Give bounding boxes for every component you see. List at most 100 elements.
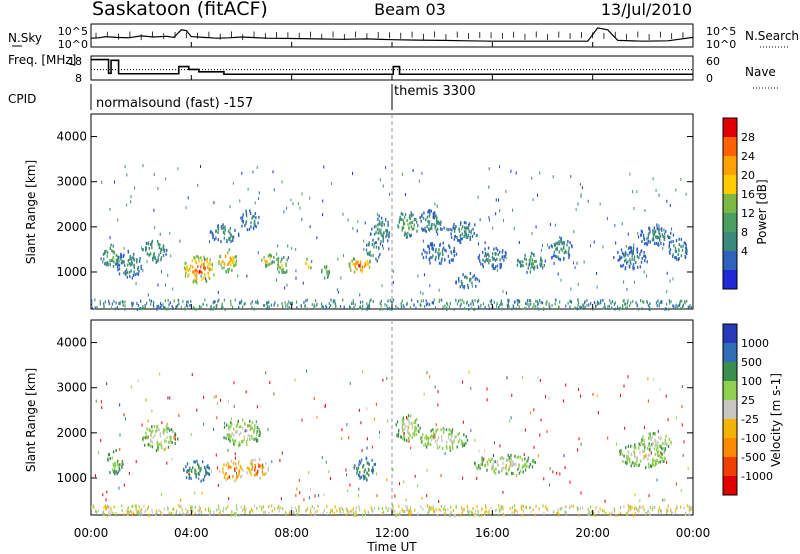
power-scatter-cell: [492, 226, 494, 230]
velocity-cell: [649, 435, 651, 439]
velocity-cell: [647, 458, 649, 462]
power-cell: [209, 262, 211, 266]
power-cell: [567, 239, 569, 243]
power-cell: [680, 244, 682, 248]
power-cell: [629, 258, 631, 262]
velocity-ground-cell: [588, 512, 590, 516]
power-cell: [421, 214, 423, 218]
velocity-scatter-cell: [607, 436, 609, 440]
velocity-ground-cell: [104, 504, 107, 508]
power-cell: [434, 226, 436, 230]
power-cell: [222, 260, 224, 264]
power-cell: [375, 231, 377, 235]
velocity-cell: [225, 423, 228, 427]
power-cell: [403, 215, 406, 219]
velocity-ground-cell: [191, 512, 193, 516]
power-cell: [653, 242, 656, 246]
velocity-ground-cell: [627, 509, 629, 513]
velocity-cell: [365, 457, 368, 461]
velocity-cell: [488, 458, 490, 462]
power-cell: [122, 254, 124, 258]
velocity-ground-cell: [521, 513, 523, 517]
velocity-scatter-cell: [161, 493, 163, 497]
power-cell: [628, 251, 631, 255]
velocity-ground-cell: [106, 506, 108, 510]
power-cell: [433, 223, 435, 227]
velocity-colorbar-tick: 25: [741, 394, 755, 407]
power-ground-cell: [118, 302, 120, 306]
power-cell: [478, 279, 481, 283]
velocity-cell: [192, 466, 194, 470]
velocity-cell: [427, 439, 430, 443]
power-ground-cell: [314, 299, 317, 303]
power-ground-cell: [388, 306, 390, 310]
velocity-scatter-cell: [392, 468, 394, 472]
velocity-cell: [230, 459, 233, 463]
power-cell: [151, 246, 153, 250]
velocity-cell: [374, 462, 376, 466]
power-cell: [450, 235, 453, 239]
velocity-cell: [465, 441, 468, 445]
velocity-ground-cell: [330, 508, 332, 512]
power-ground-cell: [655, 301, 658, 305]
power-cell: [249, 211, 252, 215]
velocity-cell: [660, 445, 662, 449]
velocity-ground-cell: [268, 504, 270, 508]
velocity-cell: [250, 462, 252, 466]
velocity-ground-cell: [336, 509, 338, 513]
power-cell: [194, 258, 196, 262]
power-cell: [424, 250, 426, 254]
power-ground-cell: [213, 300, 215, 304]
power-cell: [361, 268, 364, 272]
velocity-cell: [629, 457, 631, 461]
power-scatter-cell: [577, 282, 579, 286]
velocity-scatter-cell: [366, 437, 368, 441]
power-cell: [421, 227, 423, 231]
time-tick-label: 00:00: [676, 526, 711, 540]
power-cell: [194, 279, 197, 283]
velocity-ground-cell: [373, 507, 375, 511]
power-cell: [484, 260, 486, 264]
power-cell: [113, 251, 115, 255]
power-ground-cell: [251, 300, 253, 304]
power-cell: [462, 273, 464, 277]
power-cell: [653, 232, 655, 236]
power-cell: [357, 260, 359, 264]
velocity-scatter-cell: [178, 414, 180, 418]
velocity-ground-cell: [115, 512, 117, 516]
time-tick-label: 08:00: [274, 526, 309, 540]
velocity-ground-cell: [364, 512, 366, 516]
velocity-cell: [509, 462, 512, 466]
velocity-cell: [225, 463, 228, 467]
velocity-cell: [255, 437, 257, 441]
velocity-scatter-cell: [125, 417, 127, 421]
velocity-cell: [239, 464, 242, 468]
power-ground-cell: [185, 303, 188, 307]
velocity-ground-cell: [136, 510, 138, 514]
power-cell: [644, 242, 646, 246]
power-cell: [625, 261, 628, 265]
power-cell: [450, 258, 453, 262]
power-cell: [151, 239, 154, 243]
velocity-cell: [232, 433, 235, 437]
velocity-scatter-cell: [265, 371, 267, 375]
power-cell: [234, 255, 236, 259]
power-cell: [160, 256, 163, 260]
power-cell: [366, 262, 368, 266]
power-ground-cell: [164, 307, 166, 311]
power-cell: [116, 258, 119, 262]
velocity-ground-cell: [333, 511, 336, 515]
velocity-cell: [166, 435, 168, 439]
power-cell: [427, 244, 429, 248]
velocity-cell: [527, 456, 530, 460]
power-cell: [140, 264, 142, 268]
power-scatter-cell: [363, 247, 365, 251]
power-cell: [219, 254, 222, 258]
power-scatter-cell: [295, 247, 297, 251]
power-ground-cell: [477, 300, 479, 304]
power-cell: [189, 264, 192, 268]
power-ground-cell: [397, 306, 399, 310]
power-ground-cell: [131, 303, 134, 307]
velocity-cell: [108, 452, 111, 456]
